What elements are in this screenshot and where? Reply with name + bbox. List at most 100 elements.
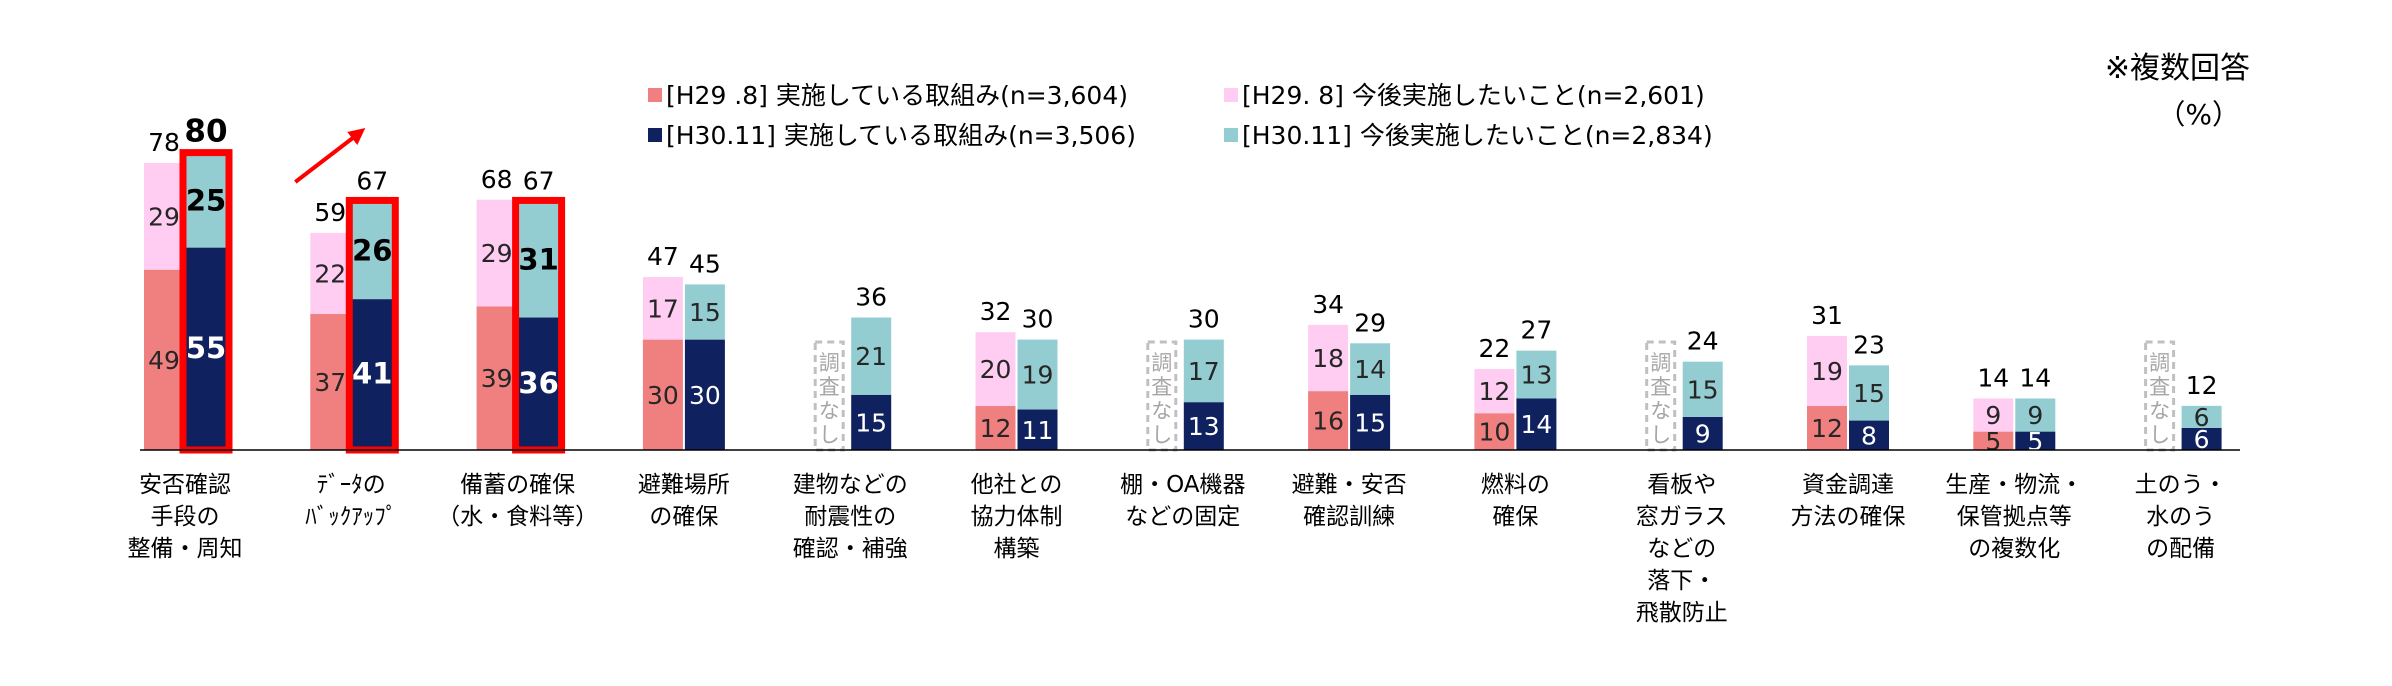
category-label: 確認・補強: [793, 536, 908, 562]
bar-h30-impl: [1017, 409, 1058, 450]
data-label-h30-future: 21: [855, 342, 887, 371]
bar-h30-impl: [684, 339, 725, 450]
data-label-h29-future: 29: [148, 202, 180, 231]
data-label-h30-impl: 15: [1354, 408, 1386, 437]
data-label-h30-future: 14: [1354, 355, 1386, 384]
data-label-h29-impl: 37: [314, 368, 346, 397]
legend-label-h30-impl: [H30.11] 実施している取組み(n=3,506): [666, 121, 1136, 150]
na-label-char: し: [1151, 423, 1172, 447]
data-label-h29-future: 12: [1478, 377, 1510, 406]
category-label: 棚・OA機器: [1120, 472, 1245, 498]
bar-h29-impl: [476, 306, 517, 450]
bar-h30-impl: [1849, 420, 1889, 450]
data-label-h30-impl: 41: [352, 357, 392, 391]
na-label-char: 査: [819, 375, 840, 399]
na-label-char: な: [819, 399, 840, 423]
bar-h30-future: [518, 203, 559, 318]
bar-h30-future: [2181, 405, 2222, 428]
data-label-h30-impl: 15: [855, 408, 887, 437]
data-label-h29-future: 17: [647, 294, 679, 323]
data-label-h29-total: 47: [647, 242, 679, 271]
data-label-h30-future: 26: [352, 233, 392, 267]
category-label: の確保: [649, 504, 718, 530]
bar-h29-impl: [642, 339, 683, 450]
data-label-h29-total: 59: [314, 198, 346, 227]
na-label-char: し: [1650, 423, 1671, 447]
data-label-h29-total: 31: [1811, 301, 1843, 330]
data-label-h30-future: 9: [2027, 401, 2043, 430]
bar-h30-future: [1350, 343, 1391, 395]
bar-h30-future: [2015, 398, 2056, 432]
bar-h29-future: [1807, 335, 1847, 406]
bar-h29-future: [144, 162, 184, 270]
bar-h29-future: [1308, 324, 1349, 392]
bar-h30-future: [1017, 339, 1058, 410]
bar-h29-impl: [144, 269, 184, 450]
na-label-char: な: [2149, 399, 2170, 423]
data-label-h29-future: 20: [980, 355, 1012, 384]
na-label-char: 査: [2149, 375, 2170, 399]
na-label-char: 調: [819, 351, 840, 375]
na-label-char: 査: [1151, 375, 1172, 399]
bar-h30-future: [1849, 365, 1889, 421]
bar-h29-future: [642, 277, 683, 340]
bar-h29-future: [310, 232, 351, 314]
bar-h30-future: [684, 284, 725, 340]
category-label: 看板や: [1647, 472, 1716, 498]
legend-swatch-h29-impl: [648, 88, 662, 102]
category-label: 方法の確保: [1791, 504, 1906, 530]
bar-h30-impl: [2181, 427, 2222, 450]
data-label-h29-total: 32: [980, 297, 1012, 326]
na-label-char: 調: [1650, 351, 1671, 375]
data-label-h29-total: 78: [148, 128, 180, 157]
category-label: 避難・安否: [1292, 472, 1407, 498]
data-label-h30-impl: 30: [689, 381, 721, 410]
data-label-h30-future: 15: [689, 298, 721, 327]
data-label-h29-future: 18: [1312, 344, 1344, 373]
data-label-h30-total: 30: [1188, 305, 1220, 334]
data-label-h29-future: 9: [1985, 401, 2001, 430]
bar-h30-impl: [518, 317, 559, 450]
data-label-h30-impl: 14: [1520, 410, 1552, 439]
data-label-h30-total: 67: [523, 166, 555, 195]
data-label-h30-total: 24: [1687, 327, 1719, 356]
data-label-h30-total: 14: [2019, 363, 2051, 392]
bar-h30-impl: [851, 394, 892, 450]
data-label-h30-future: 17: [1188, 357, 1220, 386]
category-label: ﾃﾞｰﾀの: [317, 472, 386, 498]
na-label-char: し: [2149, 423, 2170, 447]
legend-label-h29-impl: [H29 .8] 実施している取組み(n=3,604): [666, 81, 1128, 110]
category-label: などの: [1647, 536, 1716, 562]
data-label-h30-total: 12: [2186, 371, 2218, 400]
category-label: 構築: [994, 536, 1040, 562]
data-label-h30-future: 15: [1687, 375, 1719, 404]
data-label-h30-future: 15: [1853, 379, 1885, 408]
na-label-char: 査: [1650, 375, 1671, 399]
data-label-h29-impl: 16: [1312, 407, 1344, 436]
category-label: の配備: [2146, 536, 2215, 562]
data-label-h29-future: 29: [481, 239, 513, 268]
data-label-h29-total: 68: [481, 165, 513, 194]
bars-group: 492978552580安否確認手段の整備・周知372259412667ﾃﾞｰﾀ…: [128, 114, 2227, 626]
category-label: 燃料の: [1481, 472, 1550, 498]
bar-h30-impl: [1183, 402, 1224, 450]
bar-h29-future: [975, 332, 1016, 406]
bar-h30-future: [186, 155, 226, 248]
data-label-h29-impl: 5: [1985, 427, 2001, 456]
bar-h30-future: [352, 203, 393, 300]
na-label-char: し: [819, 423, 840, 447]
bar-h30-impl: [2015, 431, 2056, 450]
data-label-h30-impl: 55: [186, 331, 226, 365]
note-multiple-answers: ※複数回答: [2105, 51, 2250, 86]
bar-h29-future: [1973, 398, 2014, 432]
category-label: 建物などの: [793, 472, 908, 498]
na-label-char: な: [1151, 399, 1172, 423]
bar-h30-future: [1682, 361, 1723, 417]
category-label: 避難場所: [638, 472, 730, 498]
legend-label-h30-future: [H30.11] 今後実施したいこと(n=2,834): [1242, 121, 1713, 150]
na-label-char: 調: [2149, 351, 2170, 375]
bar-h30-impl: [1350, 394, 1391, 450]
na-label-char: 調: [1151, 351, 1172, 375]
category-label: 窓ガラス: [1636, 504, 1728, 530]
